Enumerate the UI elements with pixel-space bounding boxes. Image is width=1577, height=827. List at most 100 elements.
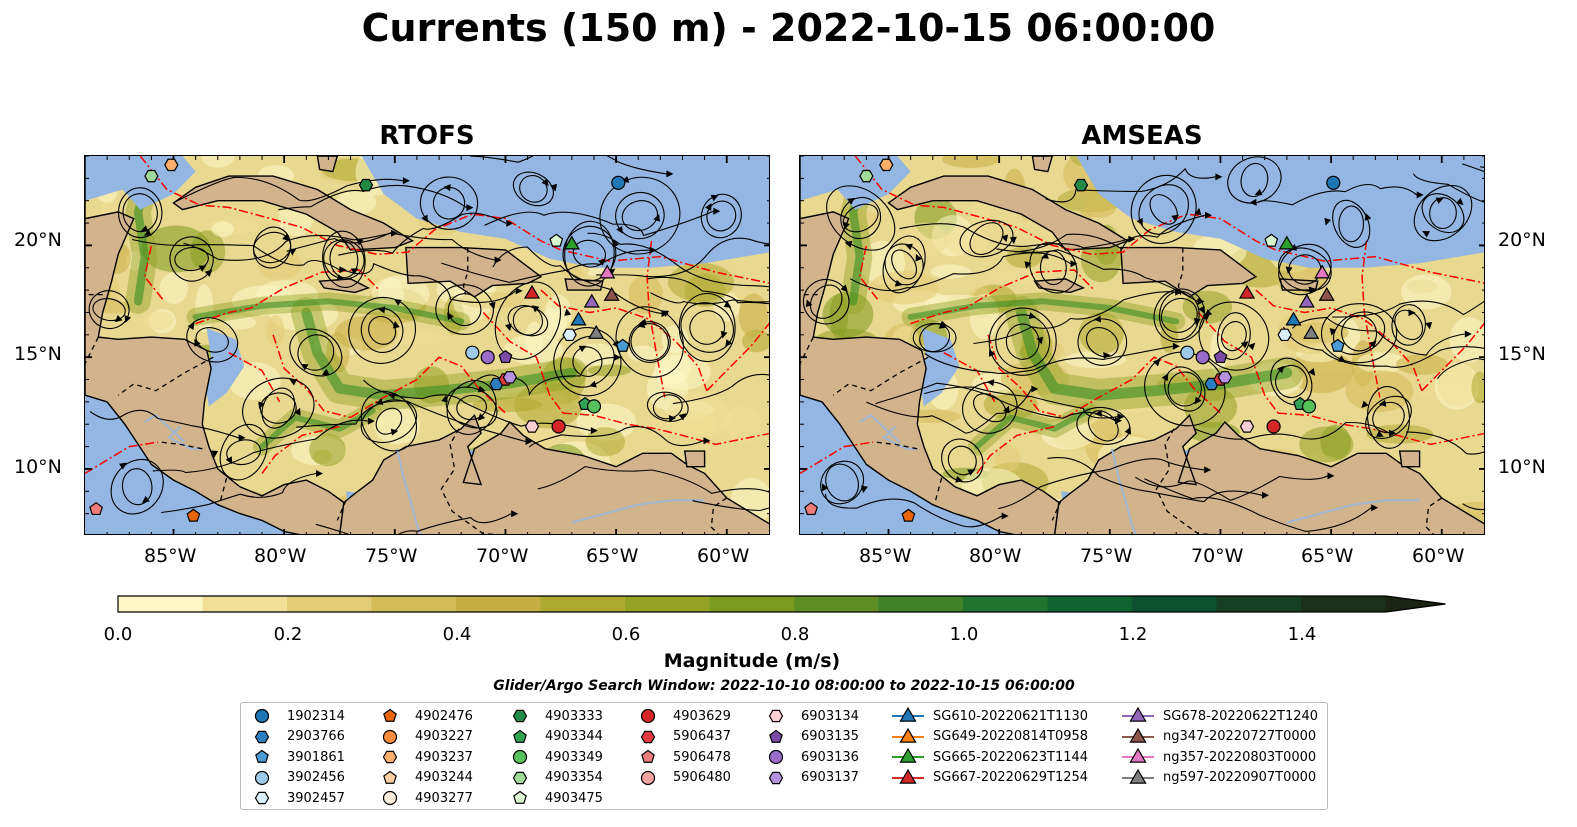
legend-marker-hexagon-icon xyxy=(768,771,784,784)
legend-item-label: 6903136 xyxy=(801,749,859,765)
legend-pentagon-icon xyxy=(383,770,397,784)
colorbar-bin-2 xyxy=(287,596,373,612)
amseas-south-america-land xyxy=(1054,414,1484,534)
rtofs-marker-ng347-20220727t0000 xyxy=(603,286,620,301)
legend-marker-triangle-icon xyxy=(1122,748,1154,763)
legend-marker-triangle-icon xyxy=(1122,768,1154,784)
amseas-marker-4903354 xyxy=(859,169,874,183)
amseas-eez-boundary-12 xyxy=(976,425,1055,474)
legend-marker-hexagon-icon xyxy=(512,709,528,723)
legend-item-2903766: 2903766 xyxy=(253,727,345,747)
legend-item-4903227: 4903227 xyxy=(381,727,473,747)
legend-circle-icon xyxy=(382,729,398,744)
legend-marker-pentagon-icon xyxy=(641,749,655,763)
lon-tick-80w-left: 80°W xyxy=(254,545,307,567)
legend-item-label: 5906480 xyxy=(673,770,731,785)
legend-marker-circle-icon xyxy=(640,708,656,724)
rtofs-country-border-4 xyxy=(219,477,228,503)
legend-hexagon-icon xyxy=(768,771,784,784)
colorbar-bin-4 xyxy=(456,596,542,612)
amseas-marker-3902457 xyxy=(1277,328,1292,342)
amseas-country-border-8 xyxy=(1177,247,1184,295)
rtofs-marker-3901861 xyxy=(615,338,630,352)
lon-tick-75w-left: 75°W xyxy=(365,545,418,567)
rtofs-country-border-8 xyxy=(462,247,469,295)
amseas-trinidad-land xyxy=(1398,450,1421,468)
colorbar-tick-1: 0.2 xyxy=(273,624,303,645)
lat-tick-15n-left: 15°N xyxy=(14,343,62,365)
legend-item-label: SG678-20220622T1240 xyxy=(1163,708,1319,724)
rtofs-marker-ng597-20220907t0000 xyxy=(588,324,605,339)
legend-item-3902457: 3902457 xyxy=(253,788,345,808)
rtofs-streamlines xyxy=(88,156,769,534)
amseas-eez-boundary-5 xyxy=(1197,311,1279,414)
legend-item-4903277: 4903277 xyxy=(381,788,473,808)
rtofs-marker-ng357-20220803t0000 xyxy=(599,264,616,279)
amseas-marker-4903237 xyxy=(879,158,894,172)
amseas-river-1 xyxy=(1286,499,1420,524)
rtofs-marker-4902476 xyxy=(186,508,201,522)
rtofs-marker-4903629 xyxy=(551,419,566,434)
legend-triangle-icon xyxy=(899,707,917,722)
rtofs-marker-sg665-20220623t1144 xyxy=(563,235,580,250)
amseas-cuba-land xyxy=(887,175,1130,251)
rtofs-marker-4903349 xyxy=(586,399,602,414)
legend-hexagon-icon xyxy=(254,730,270,743)
colorbar-tick-4: 0.8 xyxy=(780,624,810,645)
colorbar-tick-6: 1.2 xyxy=(1118,624,1148,645)
map-rtofs-canvas xyxy=(85,156,769,534)
legend-hexagon-icon xyxy=(254,791,270,805)
legend-triangle-icon xyxy=(899,748,917,763)
legend-marker-circle-icon xyxy=(382,729,398,744)
rtofs-eez-boundary-5 xyxy=(482,311,564,414)
colorbar-extend-arrow xyxy=(1385,596,1446,612)
rtofs-eez-boundary-8 xyxy=(646,240,666,398)
legend-item-6903136: 6903136 xyxy=(767,747,859,767)
rtofs-marker-4903237 xyxy=(164,158,179,172)
legend-pentagon-icon xyxy=(513,729,527,743)
legend-hexagon-icon xyxy=(382,750,398,764)
legend-item-label: 3902457 xyxy=(287,790,345,806)
legend-pentagon-icon xyxy=(641,749,655,763)
colorbar-bin-9 xyxy=(878,596,964,612)
legend-marker-circle-icon xyxy=(768,749,784,765)
rtofs-eez-boundary-2 xyxy=(272,334,351,419)
rtofs-marker-1902314 xyxy=(611,175,626,190)
colorbar-bin-6 xyxy=(625,596,711,612)
amseas-hispaniola-land xyxy=(1120,246,1258,298)
amseas-marker-ng597-20220907t0000 xyxy=(1303,324,1320,339)
colorbar-bin-7 xyxy=(709,596,795,612)
rtofs-frame-ticks xyxy=(85,156,769,534)
rtofs-eez-boundary-3 xyxy=(228,352,281,403)
legend-item-3901861: 3901861 xyxy=(253,747,345,767)
rtofs-puerto-rico-land xyxy=(564,278,604,291)
amseas-country-border-3 xyxy=(875,441,918,450)
legend-marker-pentagon-icon xyxy=(513,790,527,804)
rtofs-marker-6903134 xyxy=(524,420,540,433)
map-panel-rtofs xyxy=(84,155,770,535)
rtofs-trinidad-land xyxy=(683,450,706,468)
rtofs-observation-markers xyxy=(89,158,630,522)
legend-item-6903135: 6903135 xyxy=(767,727,859,747)
rtofs-yucatan-central-america-land xyxy=(85,156,345,534)
colorbar-tick-5: 1.0 xyxy=(949,624,979,645)
lat-tick-15n-right: 15°N xyxy=(1498,343,1546,365)
rtofs-eez-boundary-4 xyxy=(350,356,507,419)
legend-item-label: 4903475 xyxy=(545,790,603,806)
amseas-country-border-1 xyxy=(800,336,814,365)
amseas-marker-6903135 xyxy=(1213,349,1228,364)
amseas-bahamas-land xyxy=(1031,156,1054,173)
colorbar-bin-10 xyxy=(963,596,1049,612)
legend-marker-circle-icon xyxy=(254,708,270,724)
legend-item-label: SG665-20220623T1144 xyxy=(933,749,1089,765)
colorbar xyxy=(117,595,1446,613)
amseas-marker-ng357-20220803t0000 xyxy=(1314,264,1331,279)
legend-marker-pentagon-icon xyxy=(255,749,269,763)
amseas-marker-sg667-20220629t1254 xyxy=(1238,284,1256,299)
rtofs-marker-4903333 xyxy=(358,178,374,192)
legend-circle-icon xyxy=(640,770,656,785)
legend-item-1902314: 1902314 xyxy=(253,706,345,726)
legend-circle-icon xyxy=(254,770,270,785)
legend-item-label: 2903766 xyxy=(287,729,345,744)
colorbar-bin-12 xyxy=(1132,596,1218,612)
